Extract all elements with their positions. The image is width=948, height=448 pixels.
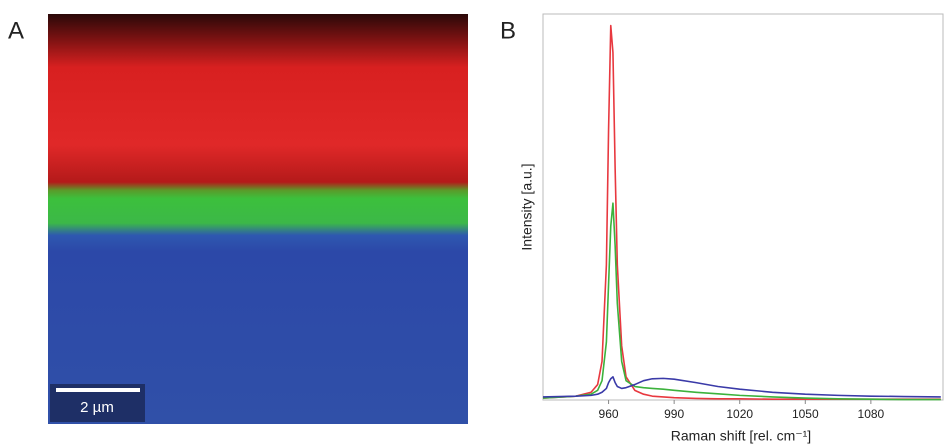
x-tick-label: 1020 xyxy=(726,407,753,421)
spectrum-line xyxy=(542,202,941,401)
y-axis-label: Intensity [a.u.] xyxy=(519,163,535,250)
spectrum-line xyxy=(542,376,941,398)
x-tick-label: 960 xyxy=(599,407,619,421)
panel-label: A xyxy=(8,17,24,44)
x-axis-label: Raman shift [rel. cm⁻¹] xyxy=(671,428,811,444)
scale-bar-label: 2 µm xyxy=(80,399,114,416)
x-tick-label: 1080 xyxy=(858,407,885,421)
scale-bar xyxy=(56,388,140,392)
plot-frame xyxy=(542,13,944,401)
x-tick-label: 1050 xyxy=(792,407,819,421)
raman-map xyxy=(48,14,468,424)
panel-label: B xyxy=(500,17,516,44)
x-tick-label: 990 xyxy=(664,407,684,421)
spectrum-line xyxy=(542,24,941,401)
